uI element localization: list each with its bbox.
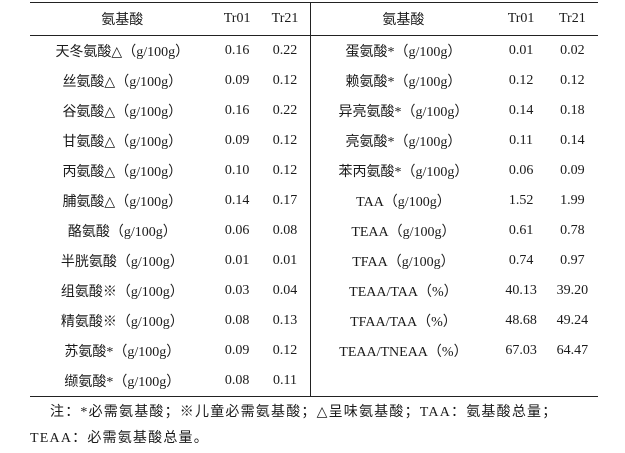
right-amino-acid-name: 亮氨酸*（g/100g） [310, 126, 496, 156]
left-tr01-value: 0.09 [224, 133, 250, 148]
table-footnote: 注：*必需氨基酸；※儿童必需氨基酸；△呈味氨基酸；TAA：氨基酸总量；TEAA：… [30, 405, 558, 446]
left-tr01-value: 0.16 [224, 43, 250, 58]
right-tr01-value: 40.13 [505, 283, 537, 298]
amino-acid-table-container: 氨基酸 Tr01 Tr21 氨基酸 Tr01 Tr21 天冬氨酸△（g/100g… [30, 2, 598, 397]
table-row: 精氨酸※（g/100g） 0.08 0.13 TFAA/TAA（%） 48.68 49.2… [30, 306, 598, 336]
right-tr01-value: 0.11 [509, 133, 534, 148]
right-tr01-value: 0.14 [508, 103, 534, 118]
table-row: 甘氨酸△（g/100g） 0.09 0.12 亮氨酸*（g/100g） 0.11 0.14 [30, 126, 598, 156]
right-tr01-value [495, 366, 546, 397]
right-tr01-value: 0.12 [508, 73, 534, 88]
right-tr21-value: 0.02 [560, 43, 585, 58]
left-amino-acid-name: 苏氨酸*（g/100g） [64, 345, 181, 360]
left-tr21-value: 0.17 [259, 186, 312, 216]
left-tr01-value: 0.08 [224, 313, 250, 328]
left-amino-acid-name: 丝氨酸△（g/100g） [62, 75, 183, 90]
table-row: 缬氨酸*（g/100g） 0.08 0.11 [30, 366, 598, 397]
table-row: 丙氨酸△（g/100g） 0.10 0.12 苯丙氨酸*（g/100g） 0.06 0.0… [30, 156, 598, 186]
left-tr01-value: 0.10 [224, 163, 250, 178]
right-tr21-value: 1.99 [560, 193, 585, 208]
right-amino-acid-name: TFAA（g/100g） [310, 246, 496, 276]
left-amino-acid-name: 缬氨酸*（g/100g） [64, 375, 181, 390]
right-amino-acid-name: 异亮氨酸*（g/100g） [310, 96, 496, 126]
right-tr01-value: 48.68 [505, 313, 537, 328]
header-right-tr01: Tr01 [507, 11, 535, 26]
right-tr01-value: 0.01 [508, 43, 534, 58]
left-tr01-value: 0.09 [224, 343, 250, 358]
right-amino-acid-name: 赖氨酸*（g/100g） [310, 66, 496, 96]
left-tr21-value: 0.12 [259, 126, 312, 156]
table-body: 天冬氨酸△（g/100g） 0.16 0.22 蛋氨酸*（g/100g） 0.01 0.0… [30, 35, 598, 397]
right-amino-acid-name: TEAA/TNEAA（%） [310, 336, 496, 366]
right-amino-acid-name: TEAA/TAA（%） [310, 276, 496, 306]
table-row: 谷氨酸△（g/100g） 0.16 0.22 异亮氨酸*（g/100g） 0.14 0.1… [30, 96, 598, 126]
left-tr01-value: 0.09 [224, 73, 250, 88]
right-amino-acid-name: TEAA（g/100g） [310, 216, 496, 246]
table-row: 天冬氨酸△（g/100g） 0.16 0.22 蛋氨酸*（g/100g） 0.01 0.0… [30, 35, 598, 66]
right-tr21-value [547, 366, 598, 397]
left-tr21-value: 0.12 [259, 66, 312, 96]
left-tr21-value: 0.01 [259, 246, 312, 276]
header-left-tr01: Tr01 [223, 11, 251, 26]
table-row: 脯氨酸△（g/100g） 0.14 0.17 TAA（g/100g） 1.52 1.99 [30, 186, 598, 216]
left-tr21-value: 0.08 [259, 216, 312, 246]
left-tr21-value: 0.13 [259, 306, 312, 336]
header-right-tr21: Tr21 [558, 11, 586, 26]
right-tr21-value: 0.97 [560, 253, 585, 268]
left-tr21-value: 0.12 [259, 336, 312, 366]
left-amino-acid-name: 丙氨酸△（g/100g） [62, 165, 183, 180]
right-tr21-value: 0.12 [560, 73, 585, 88]
right-tr21-value: 0.09 [560, 163, 585, 178]
right-tr21-value: 49.24 [556, 313, 589, 328]
left-amino-acid-name: 酪氨酸（g/100g） [67, 225, 177, 240]
right-amino-acid-name: 蛋氨酸*（g/100g） [310, 35, 496, 66]
header-left-tr21: Tr21 [259, 2, 312, 36]
left-tr21-value: 0.22 [259, 96, 312, 126]
left-amino-acid-name: 脯氨酸△（g/100g） [62, 195, 183, 210]
right-tr01-value: 0.06 [508, 163, 534, 178]
table-row: 丝氨酸△（g/100g） 0.09 0.12 赖氨酸*（g/100g） 0.12 0.12 [30, 66, 598, 96]
right-amino-acid-name [310, 366, 496, 397]
left-tr01-value: 0.03 [224, 283, 250, 298]
left-tr21-value: 0.11 [259, 366, 312, 397]
header-right-name: 氨基酸 [310, 2, 496, 36]
right-amino-acid-name: TFAA/TAA（%） [310, 306, 496, 336]
left-amino-acid-name: 半胱氨酸（g/100g） [60, 255, 184, 270]
left-tr21-value: 0.12 [259, 156, 312, 186]
table-row: 苏氨酸*（g/100g） 0.09 0.12 TEAA/TNEAA（%） 67.03 64… [30, 336, 598, 366]
right-tr01-value: 0.74 [508, 253, 534, 268]
left-tr01-value: 0.06 [224, 223, 250, 238]
header-left-name: 氨基酸 [101, 13, 144, 28]
table-header-row: 氨基酸 Tr01 Tr21 氨基酸 Tr01 Tr21 [30, 2, 598, 36]
left-tr21-value: 0.04 [259, 276, 312, 306]
left-amino-acid-name: 精氨酸※（g/100g） [60, 315, 184, 330]
right-tr01-value: 0.61 [508, 223, 534, 238]
table-row: 半胱氨酸（g/100g） 0.01 0.01 TFAA（g/100g） 0.74 0.97 [30, 246, 598, 276]
right-tr21-value: 0.14 [560, 133, 585, 148]
right-tr01-value: 1.52 [508, 193, 534, 208]
right-amino-acid-name: TAA（g/100g） [310, 186, 496, 216]
left-amino-acid-name: 甘氨酸△（g/100g） [62, 135, 183, 150]
table-row: 组氨酸※（g/100g） 0.03 0.04 TEAA/TAA（%） 40.13 39.2… [30, 276, 598, 306]
left-tr01-value: 0.14 [224, 193, 250, 208]
right-tr21-value: 0.78 [560, 223, 585, 238]
right-tr21-value: 39.20 [556, 283, 589, 298]
left-amino-acid-name: 天冬氨酸△（g/100g） [55, 45, 190, 60]
right-amino-acid-name: 苯丙氨酸*（g/100g） [310, 156, 496, 186]
right-tr21-value: 64.47 [556, 343, 589, 358]
left-amino-acid-name: 谷氨酸△（g/100g） [62, 105, 183, 120]
right-tr01-value: 67.03 [505, 343, 537, 358]
left-tr21-value: 0.22 [259, 35, 312, 66]
amino-acid-table: 氨基酸 Tr01 Tr21 氨基酸 Tr01 Tr21 天冬氨酸△（g/100g… [30, 2, 598, 397]
right-tr21-value: 0.18 [560, 103, 585, 118]
left-tr01-value: 0.16 [224, 103, 250, 118]
left-amino-acid-name: 组氨酸※（g/100g） [60, 285, 184, 300]
table-row: 酪氨酸（g/100g） 0.06 0.08 TEAA（g/100g） 0.61 0.78 [30, 216, 598, 246]
left-tr01-value: 0.01 [224, 253, 250, 268]
left-tr01-value: 0.08 [224, 373, 250, 388]
